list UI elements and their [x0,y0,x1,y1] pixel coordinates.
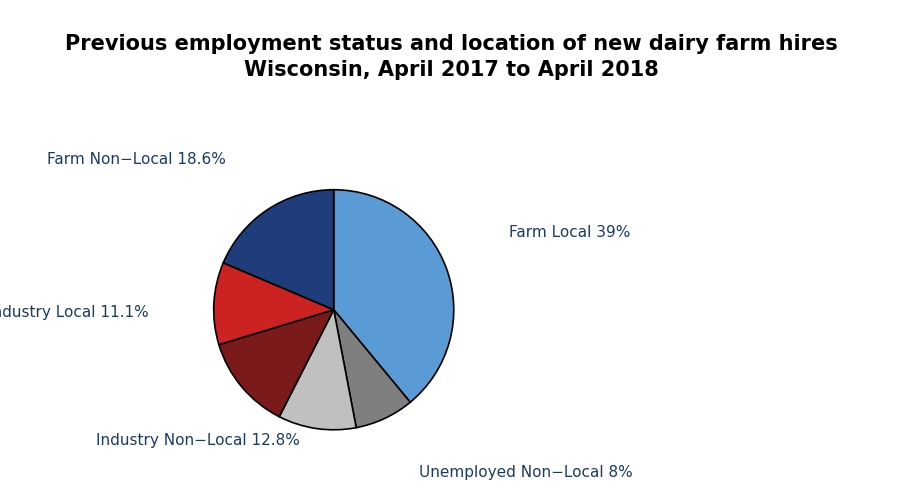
Wedge shape [219,310,334,417]
Text: Previous employment status and location of new dairy farm hires
Wisconsin, April: Previous employment status and location … [65,34,837,80]
Text: Industry Non−Local 12.8%: Industry Non−Local 12.8% [97,433,300,448]
Text: Industry Local 11.1%: Industry Local 11.1% [0,305,148,320]
Text: Unemployed Non−Local 8%: Unemployed Non−Local 8% [419,465,633,480]
Text: Farm Local 39%: Farm Local 39% [509,225,630,240]
Wedge shape [334,310,410,428]
Wedge shape [334,190,454,402]
Text: Farm Non−Local 18.6%: Farm Non−Local 18.6% [47,152,226,167]
Wedge shape [214,263,334,345]
Wedge shape [280,310,356,430]
Wedge shape [224,190,334,310]
